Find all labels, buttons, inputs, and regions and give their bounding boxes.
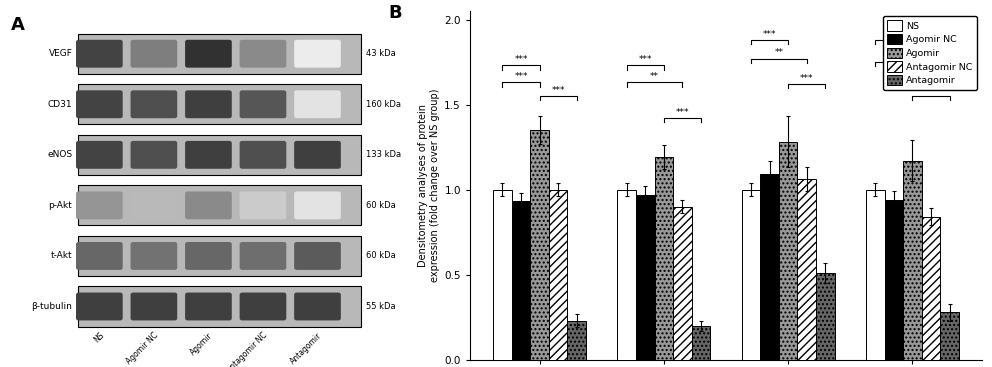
Text: Agomir NC: Agomir NC	[125, 331, 161, 366]
Text: ***: ***	[763, 30, 777, 39]
FancyBboxPatch shape	[186, 242, 232, 270]
Y-axis label: Densitometry analyses of protein
expression (fold change over NS group): Densitometry analyses of protein express…	[419, 88, 440, 282]
FancyBboxPatch shape	[295, 90, 341, 118]
FancyBboxPatch shape	[131, 141, 178, 169]
Bar	[567, 320, 586, 360]
Bar	[779, 142, 798, 360]
FancyBboxPatch shape	[131, 242, 178, 270]
Text: Antagomir NC: Antagomir NC	[225, 331, 270, 367]
FancyBboxPatch shape	[295, 192, 341, 219]
Bar	[866, 190, 885, 360]
Text: ***: ***	[639, 55, 652, 64]
Bar	[493, 190, 512, 360]
Bar	[655, 157, 674, 360]
Bar	[940, 312, 959, 360]
FancyBboxPatch shape	[186, 90, 232, 118]
FancyBboxPatch shape	[186, 292, 232, 320]
FancyBboxPatch shape	[76, 40, 123, 68]
FancyBboxPatch shape	[76, 141, 123, 169]
FancyBboxPatch shape	[240, 242, 287, 270]
FancyBboxPatch shape	[240, 292, 287, 320]
Text: ***: ***	[676, 108, 689, 117]
Bar	[77, 286, 361, 327]
Bar	[760, 174, 779, 360]
Text: 60 kDa: 60 kDa	[366, 201, 396, 210]
FancyBboxPatch shape	[76, 292, 123, 320]
Text: p-Akt: p-Akt	[49, 201, 72, 210]
FancyBboxPatch shape	[240, 90, 287, 118]
FancyBboxPatch shape	[295, 292, 341, 320]
FancyBboxPatch shape	[131, 90, 178, 118]
Text: CD31: CD31	[48, 100, 72, 109]
Bar	[512, 201, 531, 360]
FancyBboxPatch shape	[76, 90, 123, 118]
Bar	[742, 190, 760, 360]
FancyBboxPatch shape	[186, 192, 232, 219]
Bar	[798, 179, 816, 360]
FancyBboxPatch shape	[131, 292, 178, 320]
FancyBboxPatch shape	[76, 242, 123, 270]
Text: 55 kDa: 55 kDa	[366, 302, 396, 311]
Bar	[903, 161, 922, 360]
Bar	[77, 135, 361, 175]
Bar	[549, 190, 567, 360]
Text: ***: ***	[887, 30, 901, 39]
Text: 43 kDa: 43 kDa	[366, 49, 396, 58]
Text: *: *	[901, 52, 906, 61]
Text: **: **	[775, 48, 784, 57]
Bar	[691, 326, 710, 360]
Text: Agomir: Agomir	[188, 331, 215, 357]
Text: ***: ***	[925, 86, 937, 95]
Text: Antagomir: Antagomir	[289, 331, 323, 366]
Text: 60 kDa: 60 kDa	[366, 251, 396, 261]
Bar	[617, 190, 636, 360]
Text: VEGF: VEGF	[49, 49, 72, 58]
Text: 133 kDa: 133 kDa	[366, 150, 402, 159]
FancyBboxPatch shape	[240, 141, 287, 169]
Bar	[77, 185, 361, 225]
Text: NS: NS	[92, 331, 106, 345]
Text: ***: ***	[514, 72, 528, 81]
Text: B: B	[388, 4, 402, 22]
FancyBboxPatch shape	[295, 40, 341, 68]
Text: **: **	[650, 72, 659, 81]
Text: 160 kDa: 160 kDa	[366, 100, 402, 109]
Text: ***: ***	[552, 86, 564, 95]
Bar	[816, 273, 834, 360]
FancyBboxPatch shape	[240, 40, 287, 68]
Bar	[922, 217, 940, 360]
Text: ***: ***	[514, 55, 528, 64]
Legend: NS, Agomir NC, Agomir, Antagomir NC, Antagomir: NS, Agomir NC, Agomir, Antagomir NC, Ant…	[883, 16, 977, 90]
FancyBboxPatch shape	[76, 192, 123, 219]
Bar	[674, 207, 691, 360]
Text: eNOS: eNOS	[48, 150, 72, 159]
Bar	[77, 236, 361, 276]
FancyBboxPatch shape	[240, 192, 287, 219]
Bar	[77, 34, 361, 74]
FancyBboxPatch shape	[295, 141, 341, 169]
Bar	[77, 84, 361, 124]
FancyBboxPatch shape	[131, 40, 178, 68]
FancyBboxPatch shape	[186, 141, 232, 169]
FancyBboxPatch shape	[186, 40, 232, 68]
Bar	[636, 195, 655, 360]
Text: ***: ***	[800, 74, 813, 83]
Text: A: A	[11, 16, 25, 34]
FancyBboxPatch shape	[131, 192, 178, 219]
Text: β-tubulin: β-tubulin	[32, 302, 72, 311]
FancyBboxPatch shape	[295, 242, 341, 270]
Text: t-Akt: t-Akt	[51, 251, 72, 261]
Bar	[531, 130, 549, 360]
Bar	[885, 200, 903, 360]
